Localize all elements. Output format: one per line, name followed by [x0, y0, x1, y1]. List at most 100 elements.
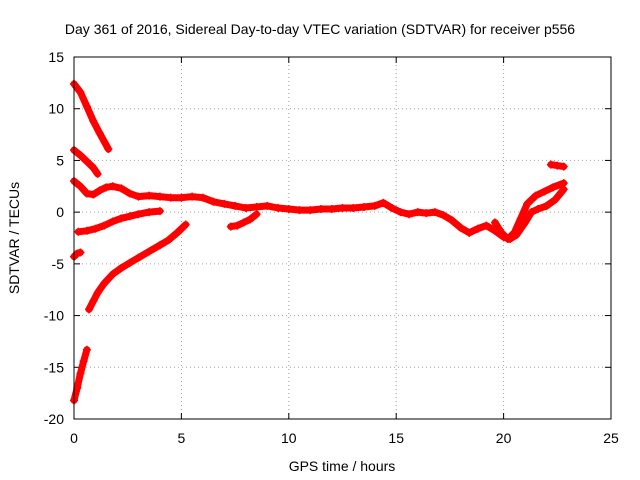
- series-line: [74, 207, 164, 236]
- data-point-marker: [482, 221, 491, 230]
- data-point-marker: [226, 222, 235, 231]
- plot-frame: [73, 56, 612, 420]
- x-tick-label: 15: [388, 430, 404, 446]
- data-point-marker: [93, 169, 102, 178]
- data-point-marker: [164, 236, 173, 245]
- data-point-marker: [370, 201, 379, 210]
- data-point-marker: [233, 221, 242, 230]
- data-point-marker: [93, 288, 102, 297]
- data-point-marker: [74, 227, 83, 236]
- y-tick-label: -5: [52, 256, 65, 272]
- data-point-marker: [274, 204, 283, 213]
- data-point-marker: [533, 205, 542, 214]
- data-point-marker: [89, 117, 98, 126]
- data-point-marker: [95, 186, 104, 195]
- data-point-marker: [241, 204, 250, 213]
- series-track-8: [70, 248, 85, 261]
- data-point-marker: [456, 223, 465, 232]
- series-track-3: [70, 177, 568, 244]
- data-point-marker: [108, 217, 117, 226]
- data-point-marker: [134, 192, 143, 201]
- data-point-marker: [125, 189, 134, 198]
- data-point-marker: [100, 279, 109, 288]
- data-point-marker: [108, 182, 117, 191]
- data-point-marker: [145, 208, 154, 217]
- data-point-marker: [117, 214, 126, 223]
- data-point-marker: [220, 199, 229, 208]
- data-point-marker: [503, 235, 512, 244]
- data-point-marker: [542, 201, 551, 210]
- data-point-marker: [497, 228, 506, 237]
- data-point-marker: [108, 270, 117, 279]
- data-point-marker: [540, 187, 549, 196]
- data-point-marker: [491, 218, 500, 227]
- data-point-marker: [422, 209, 431, 218]
- data-point-marker: [89, 297, 98, 306]
- series-layer: [70, 79, 568, 405]
- data-point-marker: [396, 208, 405, 217]
- data-point-marker: [155, 207, 164, 216]
- data-point-marker: [317, 205, 326, 214]
- data-point-marker: [448, 216, 457, 225]
- data-point-marker: [295, 206, 304, 215]
- x-tick-label: 5: [178, 430, 186, 446]
- tick-layer: 0 5 10 15 20 25 -20 -15 -10 -5 0 5 10 15: [44, 49, 619, 446]
- series-track-6: [546, 160, 568, 171]
- data-point-marker: [306, 206, 315, 215]
- data-point-marker: [387, 204, 396, 213]
- data-point-marker: [188, 192, 197, 201]
- data-point-marker: [559, 162, 568, 171]
- x-axis-label: GPS time / hours: [289, 458, 396, 474]
- data-point-marker: [209, 197, 218, 206]
- data-point-marker: [91, 224, 100, 233]
- data-point-marker: [523, 199, 532, 208]
- data-point-marker: [252, 202, 261, 211]
- data-point-marker: [439, 211, 448, 220]
- data-point-marker: [263, 201, 272, 210]
- data-point-marker: [100, 221, 109, 230]
- data-point-marker: [76, 151, 85, 160]
- data-point-marker: [73, 383, 82, 392]
- series-line: [85, 221, 190, 313]
- data-point-marker: [549, 183, 558, 192]
- y-tick-label: 15: [48, 49, 64, 65]
- data-point-marker: [379, 198, 388, 207]
- data-point-marker: [413, 208, 422, 217]
- data-point-marker: [89, 190, 98, 199]
- series-line: [491, 179, 568, 243]
- data-point-marker: [76, 88, 85, 97]
- data-point-marker: [82, 157, 91, 166]
- data-point-marker: [155, 241, 164, 250]
- data-point-marker: [231, 201, 240, 210]
- data-point-marker: [177, 193, 186, 202]
- data-point-marker: [327, 205, 336, 214]
- data-point-marker: [510, 228, 519, 237]
- data-point-marker: [284, 205, 293, 214]
- data-point-marker: [559, 179, 568, 188]
- data-point-marker: [181, 220, 190, 229]
- data-point-marker: [405, 210, 414, 219]
- data-point-marker: [173, 228, 182, 237]
- series-line: [70, 80, 112, 153]
- data-point-marker: [79, 357, 88, 366]
- y-tick-label: -20: [44, 411, 64, 427]
- y-tick-label: 5: [56, 152, 64, 168]
- data-point-marker: [546, 160, 555, 169]
- y-tick-label: 10: [48, 101, 64, 117]
- data-point-marker: [527, 208, 536, 217]
- data-point-marker: [166, 193, 175, 202]
- data-point-marker: [338, 204, 347, 213]
- data-point-marker: [145, 247, 154, 256]
- data-point-marker: [117, 184, 126, 193]
- data-point-marker: [553, 161, 562, 170]
- y-tick-label: -15: [44, 359, 64, 375]
- data-point-marker: [102, 183, 111, 192]
- y-tick-label: -10: [44, 308, 64, 324]
- data-point-marker: [95, 129, 104, 138]
- data-point-marker: [76, 182, 85, 191]
- data-point-marker: [145, 191, 154, 200]
- data-point-marker: [76, 369, 85, 378]
- data-point-marker: [359, 202, 368, 211]
- data-point-marker: [89, 163, 98, 172]
